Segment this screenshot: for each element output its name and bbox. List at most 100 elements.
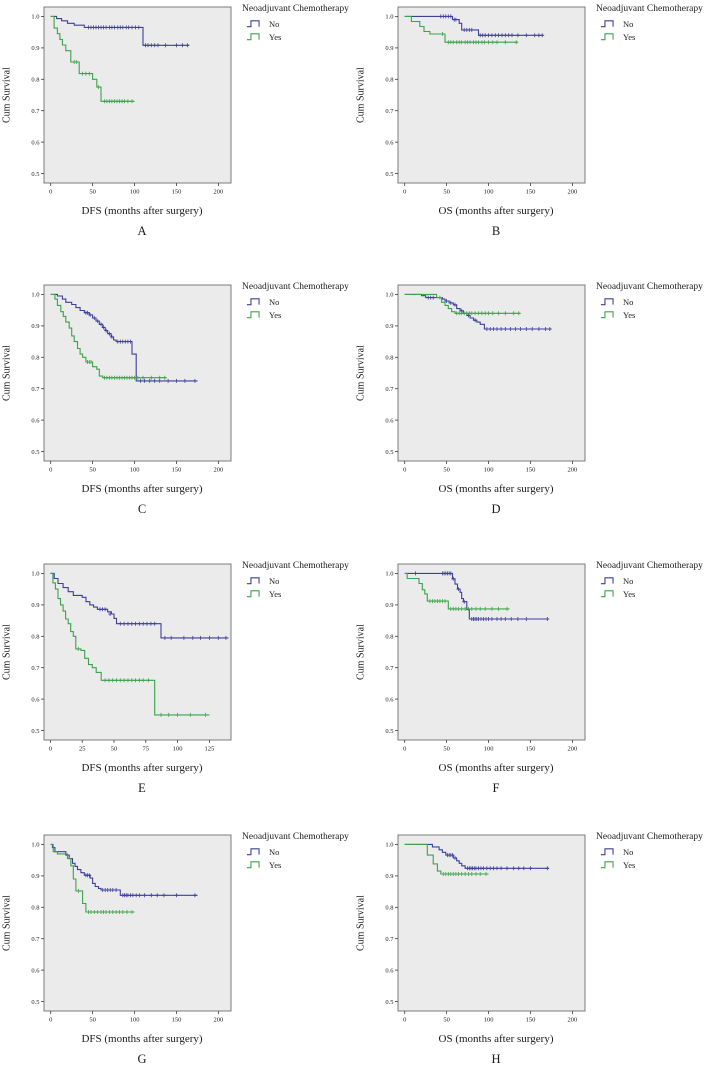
censor-mark: [543, 327, 548, 331]
censor-mark: [152, 621, 157, 626]
censor-mark: [203, 712, 208, 717]
y-tick-label: 0.6: [31, 696, 40, 703]
km-panel-c: Cum Survival 0 50 100 150 200 0.5 0.6 0.7 0.8 0.9…: [0, 268, 354, 536]
y-tick-label: 1.0: [31, 571, 39, 578]
censor-mark: [107, 910, 112, 914]
series-no: [50, 293, 198, 383]
km-panel-f: Cum Survival 0 50 100 150 200 0.5 0.6 0.7 0.8 0.9…: [354, 536, 708, 804]
step-line-icon-no: [600, 848, 614, 856]
y-axis-title: Cum Survival: [355, 624, 367, 680]
censor-mark: [103, 678, 108, 683]
step-line-icon-yes: [600, 861, 614, 869]
legend: Neoadjuvant Chemotherapy No Yes: [592, 559, 708, 759]
censor-mark: [466, 606, 471, 611]
censor-mark: [162, 635, 167, 640]
censor-mark: [473, 311, 478, 316]
censor-mark: [482, 40, 487, 45]
series-no: [404, 14, 545, 38]
x-tick-label: 200: [214, 189, 224, 196]
km-plot-g: 0 50 100 150 200 0.5 0.6 0.7 0.8 0.9 1.0: [31, 834, 232, 1024]
censor-mark: [180, 43, 185, 48]
x-tick-label: 200: [568, 746, 578, 753]
km-plot-c: 0 50 100 150 200 0.5 0.6 0.7 0.8 0.9 1.0: [31, 284, 232, 474]
y-tick-label: 0.6: [385, 417, 394, 424]
censor-mark: [459, 872, 464, 876]
censor-mark: [138, 378, 143, 383]
y-tick-label: 0.6: [31, 139, 40, 146]
legend-item-no: No: [596, 295, 708, 308]
x-axis-title: OS (months after surgery): [438, 1033, 554, 1045]
x-tick-label: 100: [173, 746, 183, 753]
survival-curve-no: [404, 293, 552, 330]
censor-mark: [74, 60, 79, 64]
y-axis: 0.5 0.6 0.7 0.8 0.9 1.0: [385, 14, 398, 178]
legend-item-yes: Yes: [596, 308, 708, 321]
km-plot-d: 0 50 100 150 200 0.5 0.6 0.7 0.8 0.9 1.0: [385, 284, 586, 474]
x-tick-label: 0: [403, 189, 406, 196]
legend-item-yes: Yes: [242, 30, 354, 43]
y-tick-label: 0.9: [31, 45, 39, 52]
legend-label-no: No: [623, 18, 634, 29]
censor-mark: [496, 606, 501, 611]
x-axis: 0 50 100 150 200: [49, 183, 223, 196]
censor-mark: [149, 893, 154, 898]
x-tick-label: 100: [484, 1017, 494, 1024]
censor-mark: [488, 866, 493, 871]
censor-mark: [505, 866, 509, 871]
y-tick-label: 0.8: [31, 905, 39, 912]
censor-mark: [166, 712, 171, 717]
censor-mark: [511, 311, 516, 316]
censor-mark: [76, 888, 81, 893]
censor-mark: [476, 311, 481, 316]
km-panel-e: Cum Survival 0 25 50 75 100 125 0.5 0.6 0.7 0.8 0.…: [0, 536, 354, 804]
censor-mark: [444, 299, 449, 303]
x-tick-label: 200: [214, 467, 224, 474]
y-tick-label: 1.0: [31, 14, 39, 21]
censor-mark: [104, 328, 109, 333]
legend-label-yes: Yes: [269, 31, 282, 42]
x-tick-label: 100: [130, 189, 140, 196]
censor-mark: [118, 621, 123, 626]
y-tick-label: 0.8: [385, 77, 393, 84]
survival-curve-yes: [50, 843, 135, 913]
survival-curve-yes: [50, 293, 167, 379]
censor-mark: [92, 316, 97, 320]
plot-area: [397, 563, 586, 741]
x-axis-title: OS (months after surgery): [438, 483, 554, 495]
legend-item-yes: Yes: [596, 30, 708, 43]
step-line-icon-no: [246, 577, 260, 585]
y-tick-label: 1.0: [31, 842, 39, 849]
censor-mark: [473, 318, 478, 323]
censor-mark: [490, 311, 495, 316]
censor-mark: [489, 33, 494, 38]
y-tick-label: 0.6: [385, 967, 394, 974]
censor-mark: [162, 375, 167, 380]
censor-mark: [133, 678, 138, 683]
censor-mark: [545, 866, 550, 871]
chart-row: Cum Survival 0 50 100 150 200 0.5 0.6 0.7 0.8 0.9…: [354, 830, 708, 1030]
censor-mark: [443, 599, 447, 604]
y-tick-label: 0.8: [385, 634, 393, 641]
censor-mark: [491, 327, 496, 331]
censor-mark: [508, 327, 513, 331]
y-tick-label: 0.7: [31, 386, 40, 393]
censor-mark: [483, 311, 488, 316]
censor-mark: [459, 606, 464, 611]
y-tick-label: 1.0: [385, 292, 393, 299]
survival-curve-yes: [50, 572, 210, 716]
censor-mark: [448, 571, 453, 576]
censor-mark: [174, 893, 179, 898]
censor-mark: [478, 872, 483, 876]
legend-title: Neoadjuvant Chemotherapy: [242, 561, 349, 571]
censor-mark: [110, 678, 115, 683]
censor-mark: [515, 33, 520, 38]
y-tick-label: 0.7: [31, 936, 40, 943]
x-tick-label: 200: [568, 1017, 578, 1024]
censor-mark: [530, 327, 535, 331]
y-tick-label: 0.8: [31, 77, 39, 84]
y-tick-label: 1.0: [385, 842, 393, 849]
censor-mark: [107, 331, 112, 336]
censor-mark: [503, 327, 508, 331]
y-axis: 0.5 0.6 0.7 0.8 0.9 1.0: [31, 14, 44, 178]
x-tick-label: 0: [49, 467, 52, 474]
